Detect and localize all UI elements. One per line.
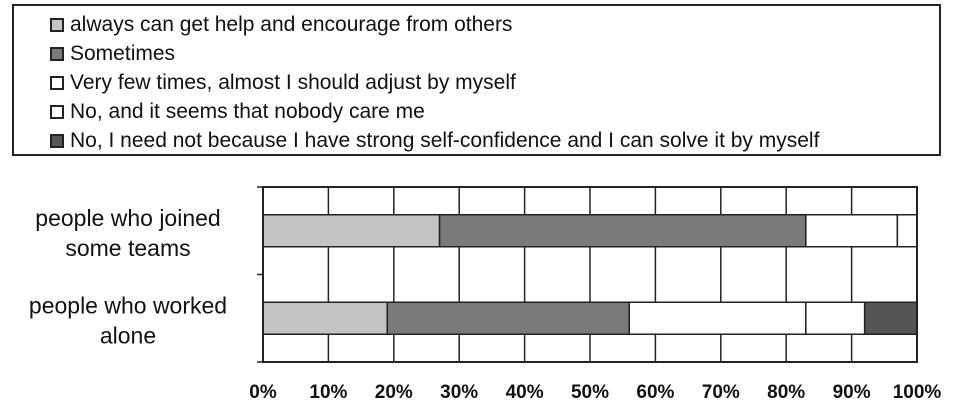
bar-segment [262, 214, 441, 248]
x-tick-label: 30% [440, 382, 478, 403]
category-label-line: alone [100, 322, 156, 348]
legend-swatch [50, 75, 64, 90]
x-tick-label: 10% [309, 382, 347, 403]
bar-segment [438, 214, 807, 248]
legend-label: always can get help and encourage from o… [70, 12, 513, 36]
x-tick-label: 40% [506, 382, 544, 403]
legend-swatch [50, 133, 64, 148]
bar-segment [262, 301, 389, 335]
legend-label: Sometimes [70, 41, 176, 65]
bar-segment [805, 301, 866, 335]
legend-label: No, and it seems that nobody care me [70, 99, 425, 123]
x-tick-label: 70% [702, 382, 740, 403]
chart-legend: always can get help and encourage from o… [12, 4, 941, 156]
bar-segment [386, 301, 630, 335]
bar-segment [805, 214, 899, 248]
category-label-line: people who worked [29, 292, 227, 318]
legend-swatch [50, 46, 64, 61]
legend-label: Very few times, almost I should adjust b… [70, 70, 516, 94]
legend-item: No, I need not because I have strong sel… [50, 126, 939, 155]
legend-label: No, I need not because I have strong sel… [70, 128, 820, 152]
bar-segment [863, 301, 918, 335]
x-tick-label: 90% [833, 382, 871, 403]
x-tick-label: 0% [249, 382, 277, 403]
x-tick-label: 50% [571, 382, 609, 403]
plot-frame [262, 186, 918, 363]
legend-swatch [50, 17, 64, 32]
category-label: people who worked alone [29, 292, 227, 348]
legend-item: No, and it seems that nobody care me [50, 97, 939, 126]
x-tick-label: 20% [375, 382, 413, 403]
legend-item: Very few times, almost I should adjust b… [50, 68, 939, 97]
category-label: people who joined some teams [35, 205, 220, 261]
x-tick-label: 100% [893, 382, 942, 403]
bar-segment [896, 214, 918, 248]
legend-item: always can get help and encourage from o… [50, 10, 939, 39]
legend-swatch [50, 104, 64, 119]
x-tick-label: 60% [636, 382, 674, 403]
x-tick-label: 80% [767, 382, 805, 403]
category-label-line: some teams [65, 235, 190, 261]
category-label-line: people who joined [35, 205, 220, 231]
bar-segment [628, 301, 807, 335]
legend-item: Sometimes [50, 39, 939, 68]
